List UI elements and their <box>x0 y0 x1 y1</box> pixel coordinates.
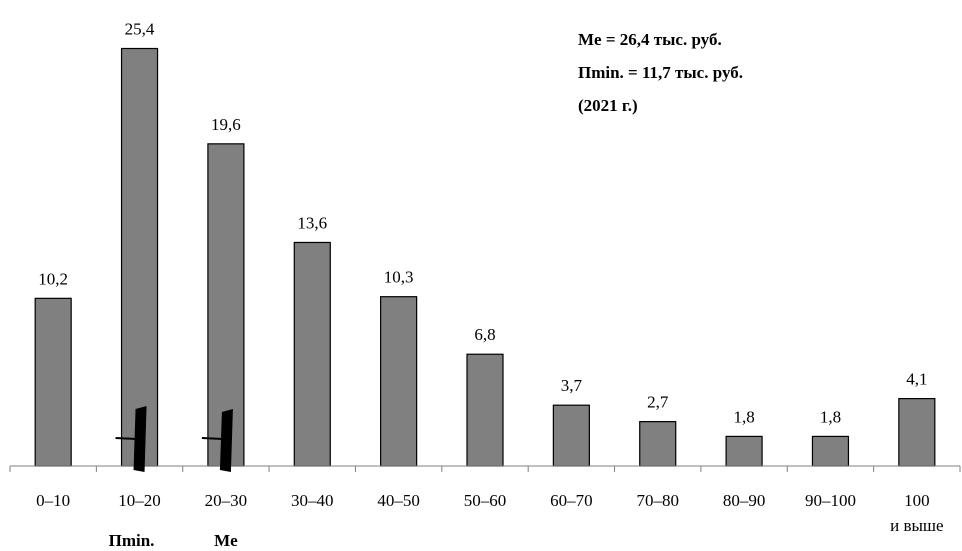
x-tick-labels-group: 0–10 10–20 20–30 30–40 40–50 50–60 60–70 70–80 8… <box>36 491 943 535</box>
data-label-11: 4,1 <box>906 370 927 389</box>
data-label-2: 25,4 <box>125 20 155 39</box>
bar-4 <box>293 241 331 467</box>
data-label-6: 6,8 <box>474 325 495 344</box>
annotation-year: (2021 г.) <box>578 96 638 115</box>
bar-6 <box>466 353 504 467</box>
annotation-minimum: Пmin. = 11,7 тыс. руб. <box>578 63 743 82</box>
bar-2 <box>120 47 159 467</box>
markers-group: Пmin. Me <box>109 406 238 550</box>
bar-7 <box>552 404 590 467</box>
data-label-1: 10,2 <box>38 269 68 288</box>
marker-label-2: Me <box>214 531 238 550</box>
marker-1: Пmin. <box>109 406 155 550</box>
x-tick-label-11-line-1: 100 <box>904 491 930 510</box>
marker-1-tick <box>115 437 137 440</box>
marker-1-stroke <box>133 406 147 472</box>
x-tick-label-11-line-2: и выше <box>890 516 943 535</box>
x-tick-label-1: 0–10 <box>36 491 70 510</box>
plot-area: 10,2 25,4 19,6 13,6 10,3 6,8 3,7 2,7 1,8 1,8 4,1 0… <box>9 20 961 550</box>
value-labels-group: 10,2 25,4 19,6 13,6 10,3 6,8 3,7 2,7 1,8 1,8 4,1 <box>38 20 927 427</box>
x-tick-label-7: 60–70 <box>550 491 593 510</box>
data-label-4: 13,6 <box>297 213 327 232</box>
bars-group <box>34 47 936 467</box>
x-tick-label-8: 70–80 <box>636 491 679 510</box>
annotation-block: Me = 26,4 тыс. руб. Пmin. = 11,7 тыс. ру… <box>578 30 743 115</box>
data-label-9: 1,8 <box>733 407 754 426</box>
bar-11 <box>898 398 936 467</box>
data-label-8: 2,7 <box>647 393 669 412</box>
data-label-5: 10,3 <box>384 268 414 287</box>
bar-10 <box>811 435 850 467</box>
bar-1 <box>34 297 72 467</box>
marker-label-1: Пmin. <box>109 531 155 550</box>
x-tick-label-6: 50–60 <box>464 491 507 510</box>
bar-9 <box>725 435 763 467</box>
x-tick-label-10: 90–100 <box>805 491 856 510</box>
marker-2-tick <box>201 437 223 440</box>
x-tick-label-4: 30–40 <box>291 491 334 510</box>
marker-2: Me <box>201 409 238 550</box>
x-axis <box>9 465 961 472</box>
data-label-3: 19,6 <box>211 115 241 134</box>
annotation-median: Me = 26,4 тыс. руб. <box>578 30 722 49</box>
data-label-10: 1,8 <box>820 407 841 426</box>
marker-2-stroke <box>219 409 233 472</box>
bar-8 <box>639 421 677 467</box>
x-tick-label-2: 10–20 <box>118 491 161 510</box>
data-label-7: 3,7 <box>561 376 583 395</box>
x-tick-label-5: 40–50 <box>377 491 420 510</box>
bar-5 <box>380 296 418 467</box>
x-tick-label-3: 20–30 <box>205 491 248 510</box>
x-tick-label-9: 80–90 <box>723 491 766 510</box>
